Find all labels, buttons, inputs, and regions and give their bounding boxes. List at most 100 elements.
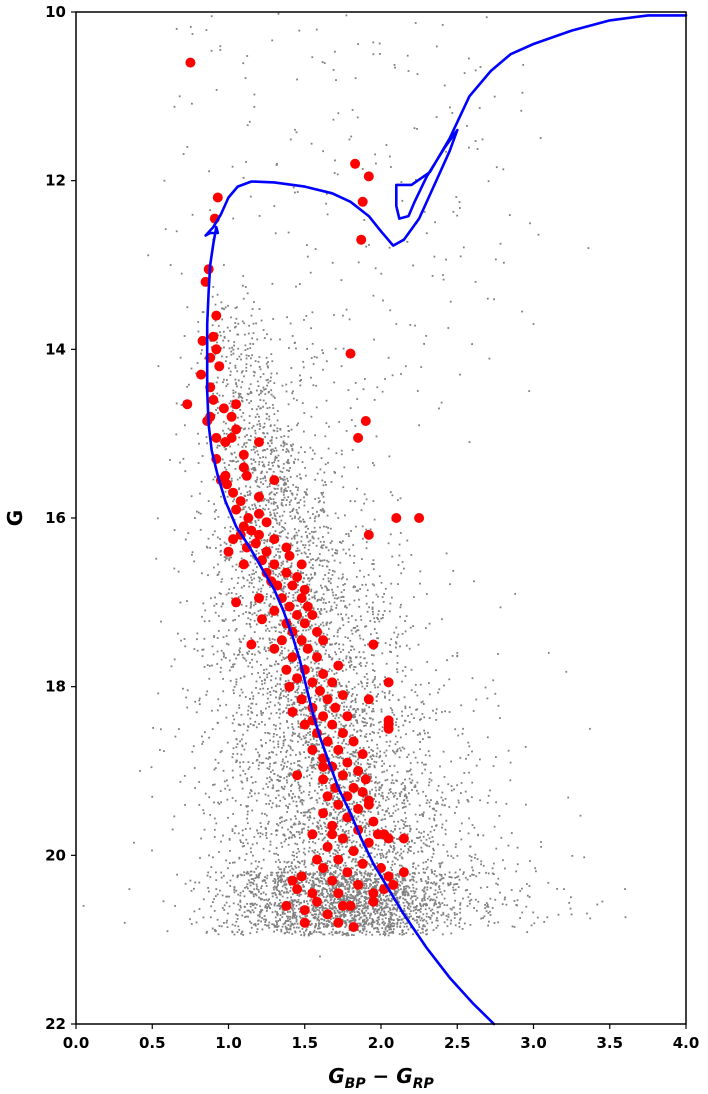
field-star-point	[280, 570, 283, 573]
field-star-point	[397, 808, 400, 811]
field-star-point	[353, 875, 355, 877]
field-star-point	[332, 755, 335, 758]
field-star-point	[301, 860, 303, 863]
field-star-point	[251, 579, 253, 581]
field-star-point	[343, 916, 346, 919]
field-star-point	[289, 739, 292, 742]
field-star-point	[369, 792, 371, 795]
field-star-point	[269, 840, 272, 843]
field-star-point	[365, 878, 367, 880]
field-star-point	[310, 590, 312, 593]
field-star-point	[283, 576, 285, 579]
field-star-point	[323, 540, 325, 543]
field-star-point	[275, 733, 278, 736]
field-star-point	[347, 680, 350, 683]
field-star-point	[250, 605, 252, 608]
field-star-point	[430, 779, 433, 782]
field-star-point	[276, 512, 279, 515]
field-star-point	[365, 834, 368, 837]
field-star-point	[369, 763, 372, 766]
field-star-point	[570, 896, 572, 899]
field-star-point	[246, 491, 249, 494]
field-star-point	[163, 750, 165, 752]
field-star-point	[266, 540, 268, 543]
field-star-point	[250, 702, 253, 705]
field-star-point	[317, 831, 320, 833]
field-star-point	[351, 688, 354, 690]
field-star-point	[160, 620, 162, 623]
field-star-point	[282, 767, 285, 770]
field-star-point	[375, 435, 378, 438]
field-star-point	[290, 622, 293, 625]
field-star-point	[239, 409, 242, 411]
field-star-point	[265, 362, 268, 365]
field-star-point	[277, 567, 280, 569]
field-star-point	[372, 724, 375, 726]
field-star-point	[326, 895, 329, 897]
field-star-point	[267, 786, 269, 788]
field-star-point	[411, 872, 414, 875]
field-star-point	[401, 669, 404, 672]
field-star-point	[218, 803, 221, 805]
field-star-point	[385, 754, 387, 757]
field-star-point	[388, 899, 390, 902]
field-star-point	[262, 399, 265, 402]
field-star-point	[372, 294, 375, 297]
field-star-point	[420, 839, 423, 842]
field-star-point	[342, 659, 345, 662]
field-star-point	[268, 637, 271, 640]
field-star-point	[441, 791, 444, 794]
field-star-point	[249, 618, 252, 621]
field-star-point	[316, 650, 319, 653]
field-star-point	[265, 814, 268, 817]
field-star-point	[404, 811, 406, 814]
field-star-point	[314, 694, 317, 697]
field-star-point	[309, 712, 311, 715]
field-star-point	[196, 510, 198, 513]
field-star-point	[289, 767, 291, 770]
field-star-point	[417, 792, 420, 795]
field-star-point	[300, 812, 302, 814]
field-star-point	[275, 568, 278, 570]
field-star-point	[279, 678, 282, 681]
field-star-point	[278, 572, 281, 575]
field-star-point	[294, 871, 297, 874]
field-star-point	[300, 766, 303, 769]
field-star-point	[337, 768, 339, 770]
field-star-point	[354, 630, 357, 633]
field-star-point	[484, 686, 487, 689]
field-star-point	[297, 668, 300, 671]
field-star-point	[354, 699, 357, 702]
field-star-point	[310, 807, 313, 810]
field-star-point	[363, 493, 366, 496]
field-star-point	[341, 617, 344, 619]
field-star-point	[377, 889, 380, 892]
field-star-point	[268, 649, 270, 652]
field-star-point	[320, 546, 322, 549]
field-star-point	[402, 827, 405, 829]
field-star-point	[221, 307, 223, 310]
field-star-point	[415, 908, 418, 911]
field-star-point	[234, 325, 237, 328]
field-star-point	[529, 860, 531, 862]
field-star-point	[316, 472, 319, 475]
field-star-point	[236, 306, 238, 309]
field-star-point	[406, 799, 409, 802]
field-star-point	[350, 819, 353, 821]
field-star-point	[274, 447, 277, 449]
field-star-point	[275, 753, 278, 756]
field-star-point	[292, 624, 295, 627]
field-star-point	[245, 805, 248, 807]
field-star-point	[357, 683, 360, 686]
field-star-point	[300, 799, 302, 802]
field-star-point	[337, 813, 340, 816]
field-star-point	[269, 497, 271, 499]
field-star-point	[420, 366, 423, 368]
field-star-point	[332, 569, 334, 572]
field-star-point	[213, 801, 215, 804]
field-star-point	[212, 478, 215, 481]
field-star-point	[507, 844, 510, 847]
field-star-point	[386, 860, 389, 863]
field-star-point	[265, 707, 267, 710]
field-star-point	[324, 822, 326, 825]
